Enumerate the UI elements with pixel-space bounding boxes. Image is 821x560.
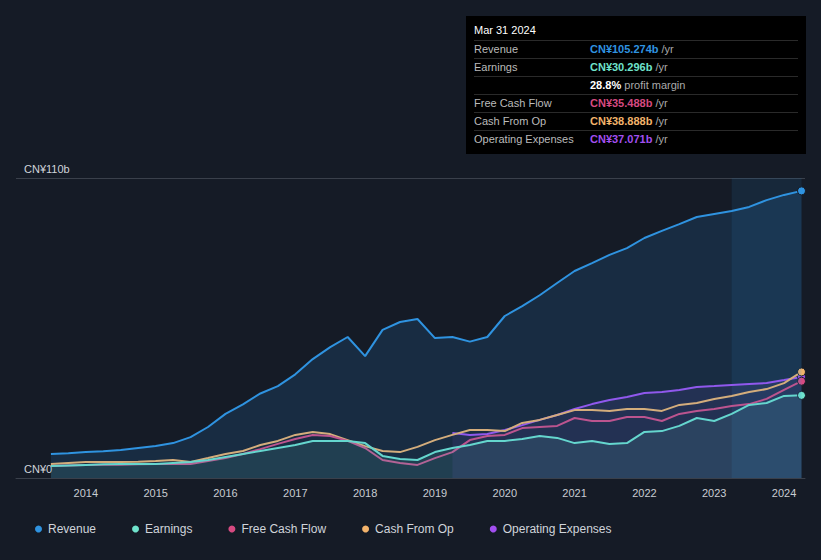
html-text:CN¥30.296b /yr: CN¥30.296b /yr [590, 61, 668, 73]
html-text:Mar 31 2024: Mar 31 2024 [474, 24, 536, 36]
html-text:CN¥35.488b /yr: CN¥35.488b /yr [590, 97, 668, 109]
svg-text:Free Cash Flow: Free Cash Flow [241, 522, 326, 536]
html-text:Revenue: Revenue [474, 43, 518, 55]
html-text:Earnings: Earnings [474, 61, 518, 73]
svg-text:Cash From Op: Cash From Op [375, 522, 454, 536]
svg-text:2021: 2021 [562, 487, 586, 499]
svg-text:2017: 2017 [283, 487, 307, 499]
html-text:Free Cash Flow: Free Cash Flow [474, 97, 552, 109]
svg-text:2019: 2019 [423, 487, 447, 499]
html-text:CN¥38.888b /yr: CN¥38.888b /yr [590, 115, 668, 127]
svg-text:2024: 2024 [772, 487, 796, 499]
svg-text:2022: 2022 [632, 487, 656, 499]
svg-text:Revenue: Revenue [48, 522, 96, 536]
html-text:Cash From Op: Cash From Op [474, 115, 547, 127]
svg-text:Operating Expenses: Operating Expenses [503, 522, 612, 536]
svg-text:2016: 2016 [213, 487, 237, 499]
html-text:CN¥37.071b /yr: CN¥37.071b /yr [590, 133, 668, 145]
svg-text:CN¥0: CN¥0 [24, 463, 52, 475]
svg-text:2018: 2018 [353, 487, 377, 499]
svg-text:2023: 2023 [702, 487, 726, 499]
html-text:28.8% profit margin: 28.8% profit margin [590, 79, 686, 91]
html-text:Operating Expenses: Operating Expenses [474, 133, 574, 145]
svg-text:CN¥110b: CN¥110b [24, 163, 70, 175]
svg-text:Earnings: Earnings [145, 522, 192, 536]
svg-text:2020: 2020 [493, 487, 517, 499]
html-text:CN¥105.274b /yr: CN¥105.274b /yr [590, 43, 674, 55]
svg-text:2015: 2015 [143, 487, 167, 499]
svg-text:2014: 2014 [74, 487, 98, 499]
